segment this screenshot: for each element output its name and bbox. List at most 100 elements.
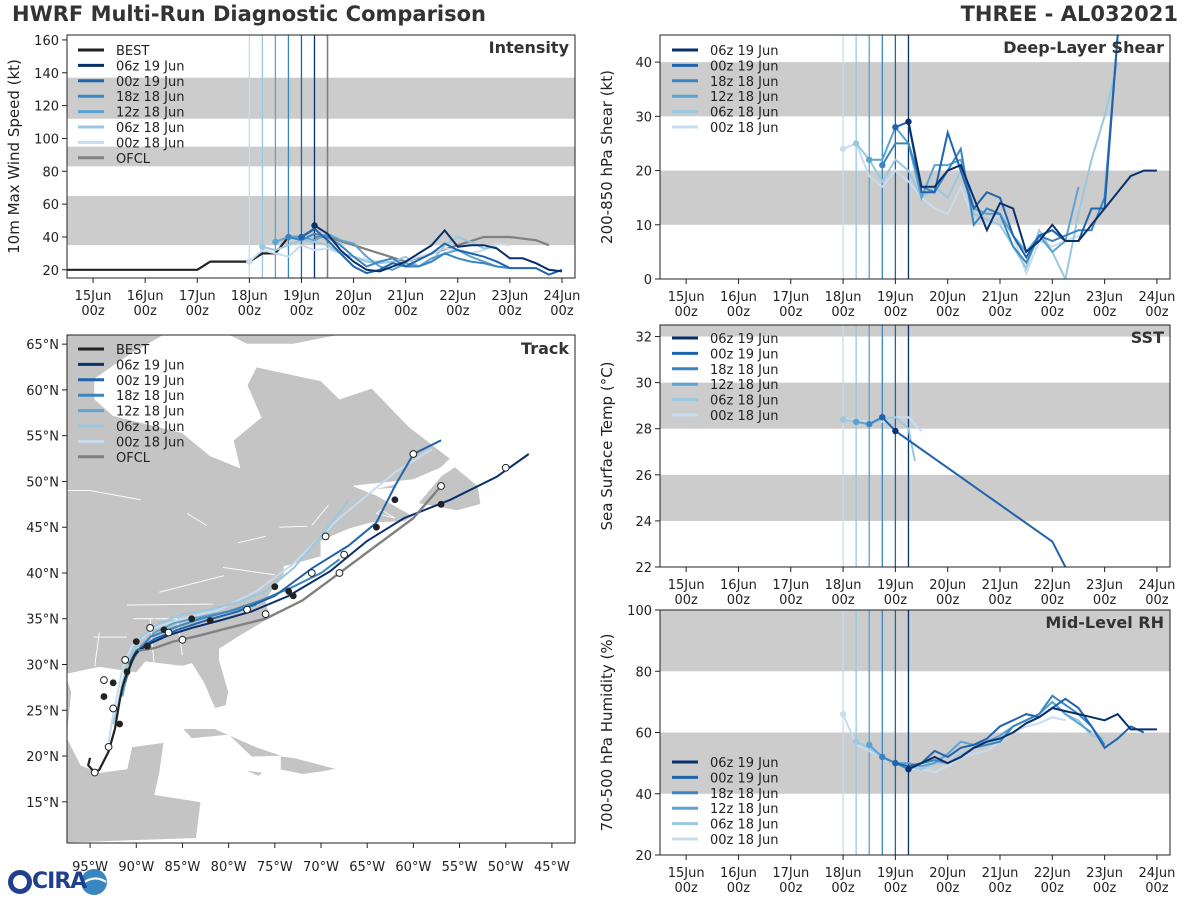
rh-shade-band [660, 732, 1170, 794]
track-legend-label: OFCL [116, 451, 151, 466]
shear-series-line [855, 61, 1119, 279]
rh-ytick-label: 60 [635, 727, 652, 742]
state-border [311, 504, 329, 526]
rh-xtick-day: 21Jun [982, 866, 1019, 881]
state-border [186, 513, 207, 526]
rh-series-line [895, 697, 1145, 768]
intensity-xtick-day: 19Jun [283, 289, 320, 304]
intensity-legend-label: 00z 19 Jun [116, 75, 185, 90]
intensity-series-line [313, 224, 563, 273]
intensity-legend-label: OFCL [116, 152, 151, 167]
shear-shade-band [660, 170, 1170, 225]
intensity-frame [66, 34, 576, 279]
track-lat-label: 30°N [26, 659, 59, 674]
track-series-line [112, 499, 350, 725]
track-position-dot [123, 668, 131, 676]
land-hispaniola [279, 755, 337, 775]
intensity-ytick-label: 120 [34, 100, 59, 115]
shear-legend-label: 12z 18 Jun [710, 90, 779, 105]
shear-xtick-day: 15Jun [668, 290, 705, 305]
sst-shade-band [660, 474, 1170, 521]
intensity-xtick-day: 18Jun [231, 289, 268, 304]
track-position-dot [285, 587, 293, 595]
storm-id-title: THREE - AL032021 [960, 2, 1178, 26]
intensity-xtick-hour: 00z [550, 304, 574, 319]
shear-ytick-label: 10 [635, 219, 652, 234]
sst-legend-label: 12z 18 Jun [710, 378, 779, 393]
shear-xtick-day: 21Jun [982, 290, 1019, 305]
sst-xtick-day: 20Jun [929, 578, 966, 593]
land-baffin [228, 335, 340, 345]
track-lon-label: 90°W [118, 860, 154, 875]
sst-legend-label: 06z 18 Jun [710, 394, 779, 409]
sst-xtick-hour: 00z [831, 593, 855, 608]
track-position-dot [116, 720, 124, 728]
track-lat-label: 35°N [26, 613, 59, 628]
rh-legend-label: 00z 18 Jun [710, 833, 779, 848]
intensity-xtick-day: 21Jun [387, 289, 424, 304]
shear-xtick-hour: 00z [831, 305, 855, 320]
sst-xtick-day: 17Jun [772, 578, 809, 593]
shear-ytick-label: 20 [635, 165, 652, 180]
sst-xtick-day: 21Jun [982, 578, 1019, 593]
rh-xtick-hour: 00z [988, 881, 1012, 896]
intensity-shade-band [67, 77, 575, 119]
track-forecast-dot [104, 742, 113, 751]
rh-xtick-hour: 00z [831, 881, 855, 896]
track-plot-area [67, 335, 575, 843]
track-position-dot [289, 592, 297, 600]
intensity-ytick-label: 100 [34, 132, 59, 147]
track-legend-label: 06z 19 Jun [116, 358, 185, 373]
intensity-shade-band [67, 146, 575, 167]
rh-xtick-hour: 00z [727, 881, 751, 896]
track-lat-label: 55°N [26, 430, 59, 445]
shear-xtick-day: 16Jun [720, 290, 757, 305]
intensity-ytick-label: 80 [42, 165, 59, 180]
sst-init-marker [892, 427, 899, 435]
land-anticosti [371, 483, 399, 491]
shear-xtick-day: 17Jun [772, 290, 809, 305]
shear-xtick-day: 24Jun [1138, 290, 1175, 305]
track-series-line [128, 439, 442, 665]
land-west [67, 676, 202, 843]
rh-ytick-label: 100 [627, 604, 652, 619]
sst-frame [659, 324, 1171, 568]
rh-xtick-hour: 00z [1041, 881, 1065, 896]
track-forecast-dot [121, 656, 130, 664]
intensity-init-marker [311, 222, 318, 229]
shear-init-marker [866, 156, 873, 163]
intensity-series-line [300, 227, 563, 276]
rh-xtick-day: 22Jun [1034, 866, 1071, 881]
intensity-chart: 2040608010012014016015Jun00z16Jun00z17Ju… [5, 34, 580, 319]
rh-xtick-day: 20Jun [929, 866, 966, 881]
shear-chart: 01020304015Jun00z16Jun00z17Jun00z18Jun00… [598, 34, 1175, 320]
intensity-xtick-hour: 00z [238, 304, 262, 319]
rh-xtick-day: 24Jun [1138, 866, 1175, 881]
intensity-ytick-label: 60 [42, 198, 59, 213]
shear-xtick-hour: 00z [884, 305, 908, 320]
track-forecast-dot [501, 463, 510, 472]
rh-xtick-hour: 00z [884, 881, 908, 896]
intensity-legend-label: 12z 18 Jun [116, 106, 185, 121]
state-border [237, 535, 266, 544]
logo-text: CIRA [32, 869, 87, 894]
track-chart: 15°N 20°N 25°N 30°N 35°N 40°N 45°N 50°N 55°N 60°N… [26, 334, 576, 875]
rh-xtick-day: 16Jun [720, 866, 757, 881]
shear-init-marker [852, 140, 860, 147]
track-lon-label: 45°W [534, 860, 570, 875]
sst-ytick-label: 24 [635, 515, 652, 530]
intensity-ylabel: 10m Max Wind Speed (kt) [5, 59, 23, 254]
land-north-america [67, 335, 451, 709]
track-forecast-dot [178, 635, 187, 644]
shear-xtick-hour: 00z [1093, 305, 1117, 320]
sst-ytick-label: 26 [635, 469, 652, 484]
track-position-dot [271, 583, 279, 591]
intensity-ytick-label: 20 [42, 264, 59, 279]
rh-init-marker [905, 766, 912, 773]
shear-frame [659, 34, 1171, 280]
sst-xtick-hour: 00z [674, 593, 698, 608]
track-legend-label: 12z 18 Jun [116, 405, 185, 420]
cira-logo: CIRA [4, 866, 112, 898]
sst-legend-label: 06z 19 Jun [710, 332, 779, 347]
intensity-init-marker [259, 243, 266, 251]
